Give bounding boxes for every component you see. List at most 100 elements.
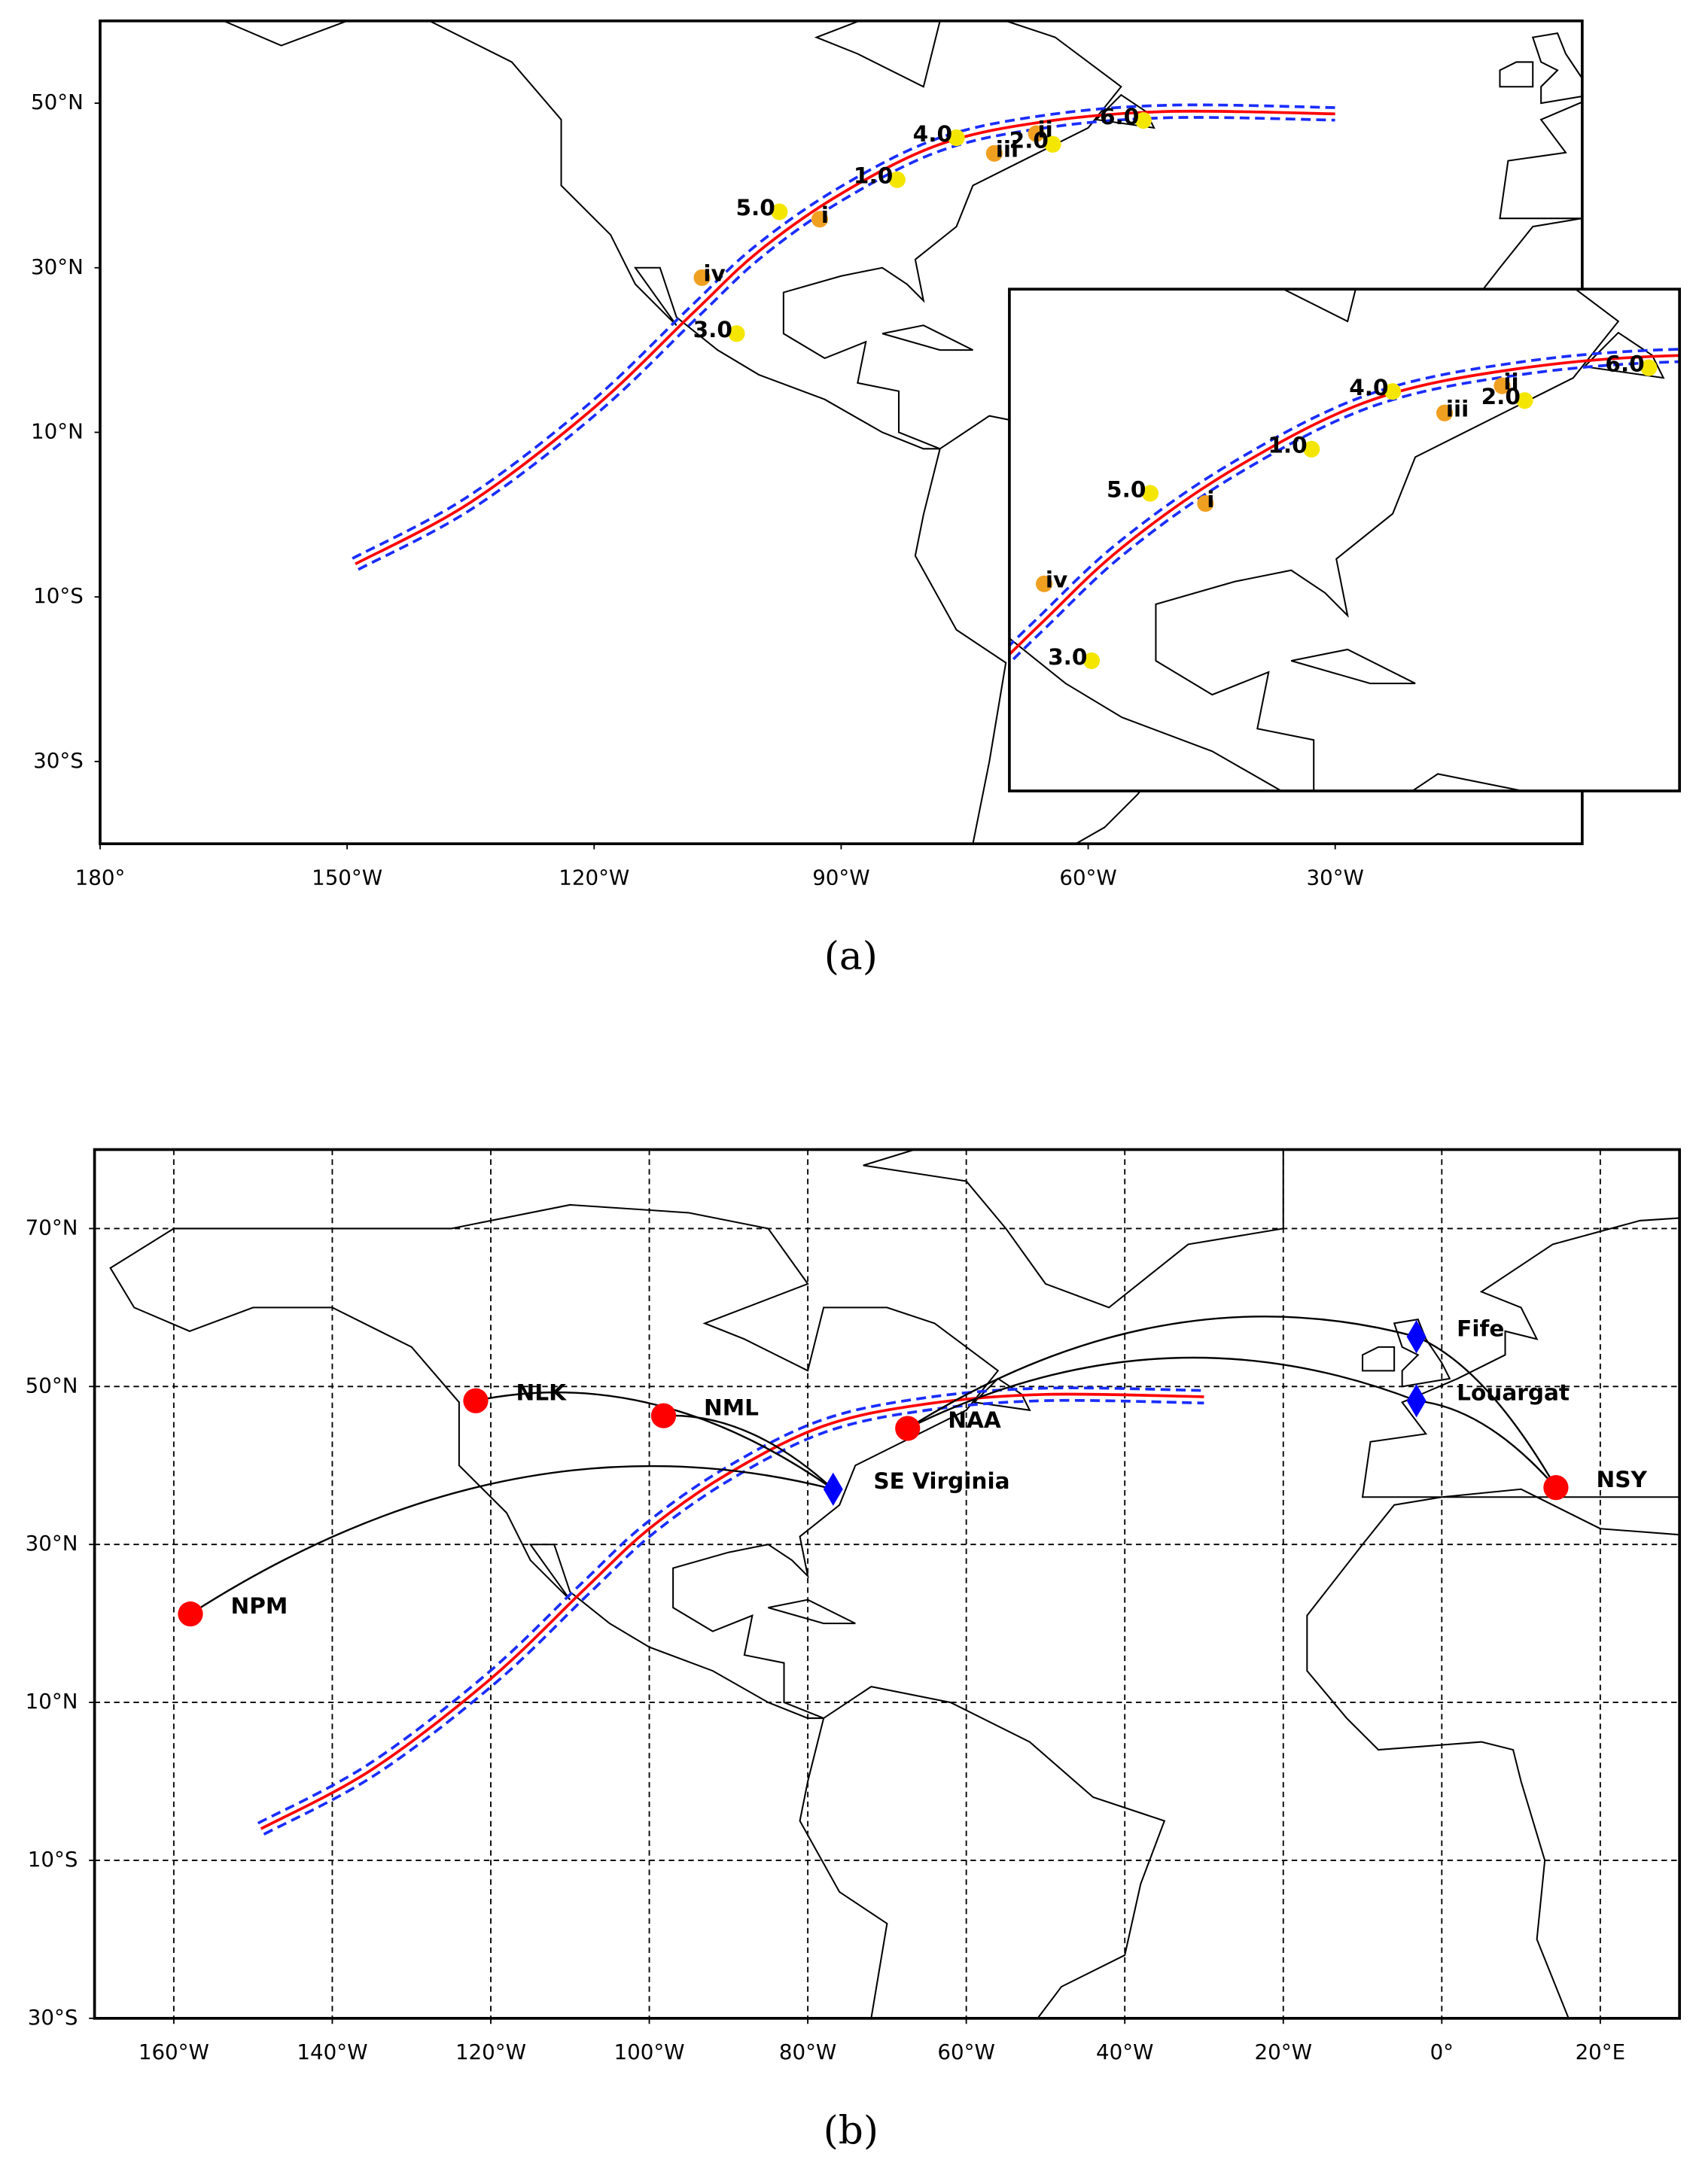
point-label: 6.0 bbox=[1605, 351, 1644, 376]
observation-point bbox=[1134, 111, 1152, 129]
x-tick-label: 60°W bbox=[937, 2040, 994, 2064]
point-label: ii bbox=[1503, 369, 1518, 394]
receiver-marker bbox=[1406, 1320, 1426, 1354]
y-tick-label: 10°N bbox=[26, 1689, 78, 1714]
point-label: 2.0 bbox=[1481, 384, 1521, 409]
transmitter-marker bbox=[1543, 1475, 1569, 1501]
y-tick-label: 10°S bbox=[28, 1847, 78, 1872]
x-tick-label: 160°W bbox=[139, 2040, 209, 2064]
terminator-line bbox=[260, 1392, 1204, 1830]
coastline bbox=[1499, 61, 1534, 88]
terminator-bound bbox=[1009, 348, 1680, 648]
propagation-path bbox=[907, 1316, 1417, 1429]
coastline bbox=[881, 324, 973, 351]
caption: (b) bbox=[824, 2109, 878, 2154]
propagation-path bbox=[1416, 1400, 1557, 1489]
point-label: iv bbox=[703, 261, 725, 287]
x-tick-label: 90°W bbox=[812, 865, 869, 890]
y-tick-label: 10°S bbox=[33, 583, 84, 608]
receiver-marker bbox=[1406, 1384, 1426, 1418]
observation-point bbox=[1640, 359, 1658, 376]
caption: (a) bbox=[824, 934, 878, 979]
map-frame bbox=[93, 1148, 1681, 2020]
terminator-bound bbox=[263, 1398, 1204, 1836]
observation-point bbox=[1044, 135, 1061, 153]
observation-point bbox=[1082, 652, 1101, 670]
x-tick-label: 20°E bbox=[1576, 2040, 1626, 2064]
x-tick-label: 140°W bbox=[297, 2040, 367, 2064]
x-tick-label: 120°W bbox=[559, 865, 629, 890]
coastline bbox=[109, 1203, 1000, 1720]
observation-point bbox=[948, 129, 965, 147]
point-label: iv bbox=[1046, 567, 1067, 593]
propagation-path bbox=[475, 1391, 834, 1490]
y-tick-label: 50°N bbox=[26, 1373, 78, 1398]
coastline bbox=[1290, 648, 1416, 685]
x-tick-label: 180° bbox=[75, 865, 126, 890]
station-label: NML bbox=[704, 1395, 759, 1420]
observation-point bbox=[1028, 125, 1045, 142]
map-area: NPM NLK NML NAA NSY SE Virginia Fife Louargat bbox=[94, 1149, 1680, 2018]
point-label: 2.0 bbox=[1009, 128, 1049, 154]
propagation-path bbox=[663, 1414, 834, 1490]
x-tick-label: 60°W bbox=[1059, 865, 1116, 890]
observation-point bbox=[888, 171, 906, 188]
propagation-path bbox=[1416, 1336, 1557, 1489]
propagation-path bbox=[190, 1465, 834, 1615]
observation-point bbox=[1035, 575, 1053, 592]
point-label: iii bbox=[1446, 397, 1469, 422]
terminator-bound bbox=[352, 103, 1335, 560]
terminator-line bbox=[1009, 354, 1680, 657]
y-tick-label: 70°N bbox=[26, 1215, 78, 1240]
x-tick-label: 150°W bbox=[312, 865, 382, 890]
transmitter-marker bbox=[178, 1601, 203, 1627]
point-label: 3.0 bbox=[693, 317, 732, 342]
point-label: 4.0 bbox=[1349, 375, 1388, 400]
coastline bbox=[1531, 32, 1582, 105]
coastline bbox=[768, 1598, 856, 1625]
station-label: NPM bbox=[231, 1593, 288, 1619]
observation-point bbox=[1436, 404, 1454, 421]
point-label: 6.0 bbox=[1100, 104, 1139, 129]
x-tick-label: 100°W bbox=[614, 2040, 684, 2064]
observation-point bbox=[1384, 383, 1402, 400]
point-label: i bbox=[821, 202, 829, 228]
y-tick-label: 30°S bbox=[28, 2005, 78, 2030]
x-tick-label: 80°W bbox=[779, 2040, 836, 2064]
coastline bbox=[863, 1149, 1284, 1309]
y-tick-label: 50°N bbox=[31, 90, 84, 114]
y-tick-label: 30°S bbox=[33, 748, 84, 773]
x-tick-label: 20°W bbox=[1255, 2040, 1312, 2064]
observation-point bbox=[693, 269, 711, 286]
observation-point bbox=[1303, 440, 1320, 458]
point-label: 1.0 bbox=[1268, 433, 1307, 458]
x-tick-label: 0° bbox=[1430, 2040, 1454, 2064]
point-label: iii bbox=[996, 137, 1018, 163]
inset-background bbox=[1009, 289, 1680, 791]
point-label: 4.0 bbox=[913, 121, 952, 147]
observation-point bbox=[985, 144, 1003, 162]
receiver-marker bbox=[823, 1472, 843, 1506]
map-background bbox=[94, 1149, 1680, 2018]
transmitter-marker bbox=[895, 1416, 921, 1441]
coastline bbox=[1393, 1318, 1451, 1388]
station-label: NLK bbox=[516, 1379, 568, 1405]
y-tick-label: 30°N bbox=[26, 1531, 78, 1556]
transmitter-marker bbox=[650, 1403, 677, 1428]
observation-point bbox=[811, 211, 829, 228]
inset-frame bbox=[1008, 287, 1681, 792]
y-tick-label: 30°N bbox=[31, 254, 84, 279]
point-label: 3.0 bbox=[1048, 644, 1087, 670]
transmitter-marker bbox=[463, 1388, 489, 1413]
coastline bbox=[1009, 289, 1620, 791]
station-label: NSY bbox=[1596, 1467, 1647, 1492]
coastline bbox=[799, 1686, 1166, 2018]
observation-point bbox=[1516, 392, 1533, 409]
map-panel: NPM NLK NML NAA NSY SE Virginia Fife Louargat 16… bbox=[26, 1148, 1681, 2064]
point-label: ii bbox=[1038, 117, 1053, 142]
point-label: 1.0 bbox=[854, 163, 893, 189]
